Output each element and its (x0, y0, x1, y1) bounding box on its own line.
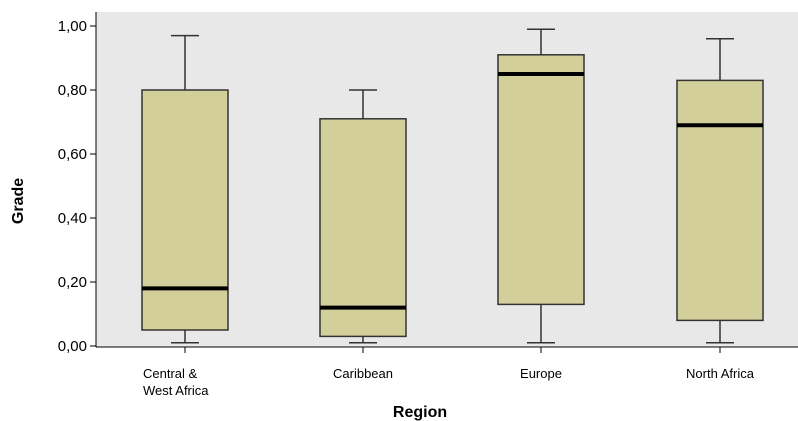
y-tick-label: 0,60 (58, 146, 87, 163)
x-tick-label-line: West Africa (143, 383, 209, 398)
box-group (319, 89, 407, 344)
box (676, 79, 764, 322)
box (497, 54, 585, 306)
y-tick-label: 1,00 (58, 18, 87, 35)
box-group (497, 28, 585, 344)
x-tick-label: Central & West Africa (143, 366, 209, 398)
y-tick-label: 0,00 (58, 338, 87, 355)
box-group (141, 34, 229, 344)
x-tick-label-line: Europe (520, 366, 562, 381)
y-tick-label: 0,80 (58, 82, 87, 99)
x-axis: Central & West Africa Caribbean Europe North… (96, 346, 798, 398)
box (319, 118, 407, 338)
x-tick-label: Caribbean (333, 366, 393, 381)
y-tick-label: 0,20 (58, 274, 87, 291)
y-axis: 0,00 0,20 0,40 0,60 0,80 1,00 (58, 12, 97, 355)
x-tick-label: Europe (520, 366, 562, 381)
x-tick-label-line: Caribbean (333, 366, 393, 381)
x-tick-label-line: Central & (143, 366, 198, 381)
y-axis-title: Grade (10, 178, 27, 224)
x-axis-title: Region (393, 404, 447, 421)
x-tick-label: North Africa (686, 366, 755, 381)
box (141, 89, 229, 331)
box-group (676, 38, 764, 344)
x-tick-label-line: North Africa (686, 366, 755, 381)
y-tick-label: 0,40 (58, 210, 87, 227)
box-series (141, 28, 764, 344)
